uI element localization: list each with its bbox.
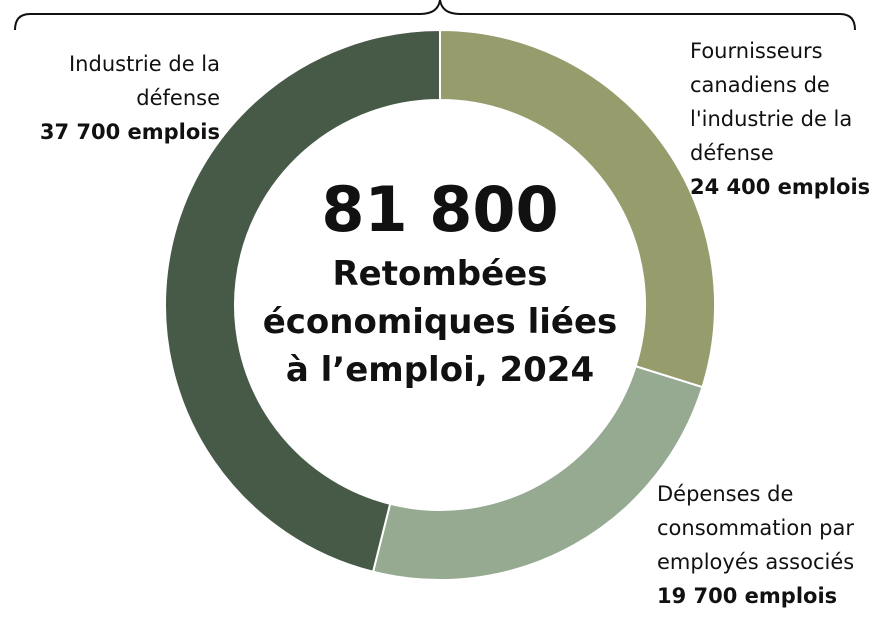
category-name: Dépenses de consommation par employés as…	[657, 482, 855, 574]
center-text: Retombées économiques liées à l’emploi, …	[262, 254, 618, 390]
category-name: Fournisseurs canadiens de l'industrie de…	[690, 39, 853, 165]
segment-label: Dépenses de consommation par employés as…	[657, 477, 887, 613]
segment-label: Industrie de la défense 37 700 emplois	[10, 47, 220, 149]
segment-label: Fournisseurs canadiens de l'industrie de…	[690, 34, 888, 204]
brace	[14, 0, 856, 31]
donut-segment	[371, 364, 704, 581]
donut-segment	[439, 28, 716, 389]
value-label: 37 700 emplois	[39, 120, 220, 144]
value-label: 24 400 emplois	[690, 175, 871, 199]
donut-segment	[164, 28, 441, 573]
value-label: 19 700 emplois	[657, 584, 838, 608]
category-name: Industrie de la défense	[68, 52, 220, 110]
center-label: 81 800 Retombées économiques liées à l’e…	[260, 170, 620, 394]
total: 81 800	[321, 173, 559, 246]
